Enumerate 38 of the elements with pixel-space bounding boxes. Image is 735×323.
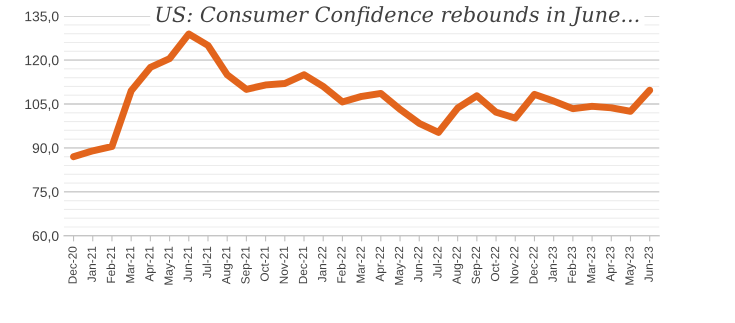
x-tick-label: Dec-20 [68, 246, 77, 284]
x-tick-label: Mar-21 [126, 246, 134, 283]
x-tick-label: Apr-23 [606, 246, 617, 282]
x-tick-label: Apr-22 [376, 246, 386, 282]
x-tick-label: Jul-22 [432, 246, 442, 278]
x-tick-label: Nov-21 [280, 246, 288, 284]
x-tick-label: Oct-21 [260, 246, 269, 282]
x-tick-label: Feb-21 [106, 246, 116, 283]
y-tick-label: 135,0 [25, 11, 59, 23]
y-tick-label: 75,0 [32, 187, 59, 199]
x-tick-label: Jul-21 [202, 246, 212, 278]
y-tick-label: 60,0 [32, 231, 59, 243]
x-tick-label: May-21 [164, 246, 176, 285]
x-tick-label: Jun-22 [414, 246, 422, 282]
x-tick-label: Nov-22 [510, 246, 518, 284]
x-tick-label: Aug-21 [222, 246, 233, 284]
x-tick-label: Dec-21 [298, 246, 308, 284]
x-tick-label: Sep-22 [472, 246, 482, 284]
x-tick-label: Jan-23 [548, 246, 557, 282]
x-tick-label: Sep-21 [241, 246, 252, 284]
y-tick-label: 105,0 [25, 99, 59, 111]
x-tick-label: Jan-22 [318, 246, 326, 282]
x-tick-label: Mar-23 [586, 246, 596, 283]
x-tick-label: Apr-21 [145, 246, 156, 282]
x-tick-label: Jun-21 [184, 246, 192, 282]
chart-title: US: Consumer Confidence rebounds in June... [156, 6, 638, 26]
x-tick-label: Jun-23 [644, 246, 653, 282]
x-tick-label: Dec-22 [529, 246, 538, 284]
x-tick-label: Aug-22 [452, 246, 464, 284]
y-tick-label: 120,0 [25, 55, 59, 67]
x-tick-label: Oct-22 [490, 246, 500, 282]
x-tick-label: Feb-23 [567, 246, 576, 283]
x-tick-label: Feb-22 [336, 246, 346, 283]
x-tick-label: May-23 [625, 246, 636, 285]
x-tick-label: Mar-22 [356, 246, 365, 283]
x-tick-label: Jan-21 [88, 246, 96, 282]
y-tick-label: 90,0 [32, 143, 59, 155]
x-tick-label: May-22 [394, 246, 406, 285]
